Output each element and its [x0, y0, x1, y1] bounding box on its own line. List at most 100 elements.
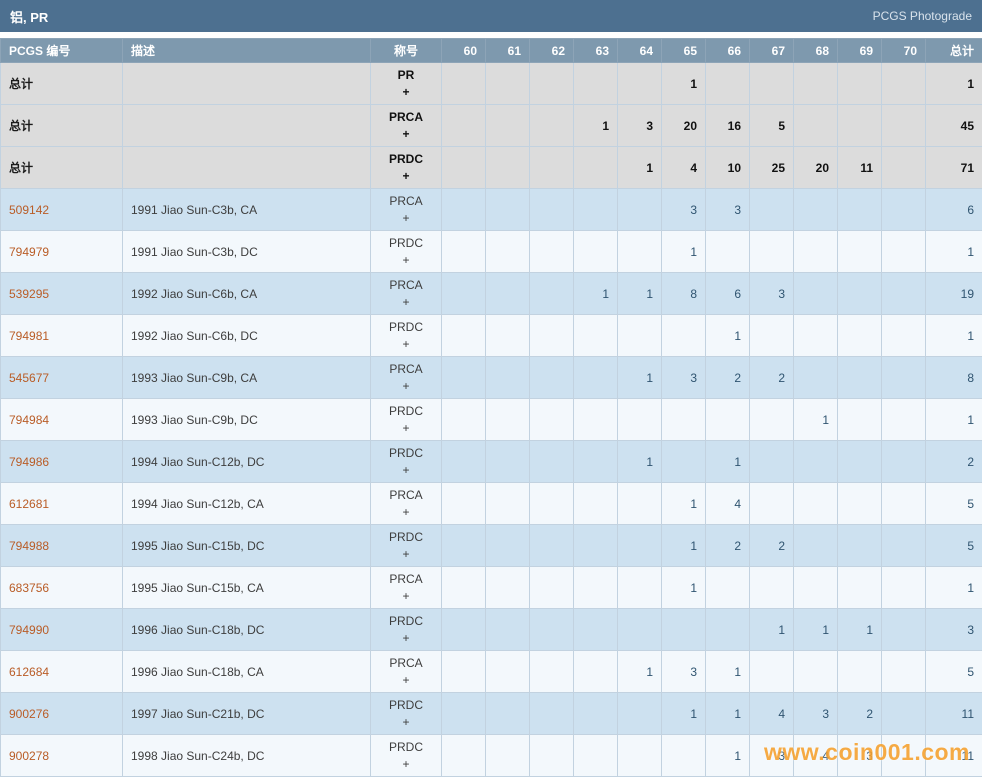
- grade-count: [442, 651, 486, 693]
- grade-count: [618, 525, 662, 567]
- pcgs-number-link[interactable]: 539295: [9, 287, 49, 301]
- pcgs-number-link[interactable]: 900276: [9, 707, 49, 721]
- grade-count: [530, 483, 574, 525]
- grade-count: [882, 693, 926, 735]
- grade-count: 20: [662, 105, 706, 147]
- grade-count: [882, 399, 926, 441]
- grade-count: [662, 735, 706, 777]
- photograde-link[interactable]: PCGS Photograde: [873, 9, 972, 23]
- pcgs-number-link[interactable]: 794990: [9, 623, 49, 637]
- designation-plus: +: [379, 84, 433, 101]
- pcgs-number-cell: 794988: [1, 525, 123, 567]
- summary-label: 总计: [1, 63, 123, 105]
- grade-count: [530, 651, 574, 693]
- grade-count: [530, 273, 574, 315]
- pcgs-number-link[interactable]: 794988: [9, 539, 49, 553]
- pcgs-number-link[interactable]: 683756: [9, 581, 49, 595]
- designation-label: PRCA: [379, 277, 433, 294]
- pcgs-number-link[interactable]: 900278: [9, 749, 49, 763]
- grade-count: [530, 609, 574, 651]
- designation-cell: PR+: [371, 63, 442, 105]
- column-header: 描述: [123, 39, 371, 63]
- grade-count: 1: [794, 399, 838, 441]
- column-header: 称号: [371, 39, 442, 63]
- grade-count: 1: [618, 651, 662, 693]
- pcgs-number-link[interactable]: 794986: [9, 455, 49, 469]
- grade-count: 1: [794, 609, 838, 651]
- grade-count: 3: [662, 189, 706, 231]
- grade-count: [750, 567, 794, 609]
- column-header: 68: [794, 39, 838, 63]
- row-total: 5: [926, 483, 982, 525]
- grade-count: [750, 63, 794, 105]
- pcgs-number-link[interactable]: 794984: [9, 413, 49, 427]
- column-header: 63: [574, 39, 618, 63]
- grade-count: [794, 567, 838, 609]
- grade-count: [442, 231, 486, 273]
- grade-count: [882, 231, 926, 273]
- grade-count: [574, 609, 618, 651]
- grade-count: [574, 399, 618, 441]
- designation-cell: PRDC+: [371, 609, 442, 651]
- row-total: 1: [926, 399, 982, 441]
- grade-count: [486, 399, 530, 441]
- pcgs-number-link[interactable]: 509142: [9, 203, 49, 217]
- grade-count: [618, 735, 662, 777]
- pcgs-number-link[interactable]: 612684: [9, 665, 49, 679]
- grade-count: [838, 189, 882, 231]
- grade-count: [618, 483, 662, 525]
- grade-count: [750, 483, 794, 525]
- designation-label: PRDC: [379, 403, 433, 420]
- row-total: 2: [926, 441, 982, 483]
- grade-count: [882, 567, 926, 609]
- grade-count: [706, 231, 750, 273]
- grade-count: [838, 525, 882, 567]
- grade-count: [618, 189, 662, 231]
- grade-count: 1: [662, 693, 706, 735]
- designation-plus: +: [379, 630, 433, 647]
- grade-count: 1: [574, 105, 618, 147]
- grade-count: [618, 609, 662, 651]
- designation-label: PRDC: [379, 151, 433, 168]
- pcgs-number-cell: 612681: [1, 483, 123, 525]
- coin-description: 1996 Jiao Sun-C18b, DC: [123, 609, 371, 651]
- grade-count: [486, 441, 530, 483]
- grade-count: [618, 399, 662, 441]
- pcgs-number-cell: 794986: [1, 441, 123, 483]
- grade-count: [574, 651, 618, 693]
- grade-count: [442, 735, 486, 777]
- pcgs-number-link[interactable]: 794979: [9, 245, 49, 259]
- row-total: 3: [926, 609, 982, 651]
- pcgs-number-link[interactable]: 612681: [9, 497, 49, 511]
- designation-plus: +: [379, 210, 433, 227]
- grade-count: [574, 357, 618, 399]
- designation-plus: +: [379, 462, 433, 479]
- grade-count: [442, 525, 486, 567]
- grade-count: [530, 567, 574, 609]
- grade-count: 1: [706, 693, 750, 735]
- pcgs-number-link[interactable]: 794981: [9, 329, 49, 343]
- grade-count: [794, 63, 838, 105]
- coin-description: 1993 Jiao Sun-C9b, CA: [123, 357, 371, 399]
- grade-count: [442, 147, 486, 189]
- column-header: 60: [442, 39, 486, 63]
- designation-cell: PRDC+: [371, 525, 442, 567]
- grade-count: [794, 315, 838, 357]
- grade-count: [882, 441, 926, 483]
- designation-label: PRCA: [379, 109, 433, 126]
- grade-count: 25: [750, 147, 794, 189]
- coin-description: [123, 63, 371, 105]
- row-total: 11: [926, 735, 982, 777]
- designation-plus: +: [379, 168, 433, 185]
- pcgs-number-link[interactable]: 545677: [9, 371, 49, 385]
